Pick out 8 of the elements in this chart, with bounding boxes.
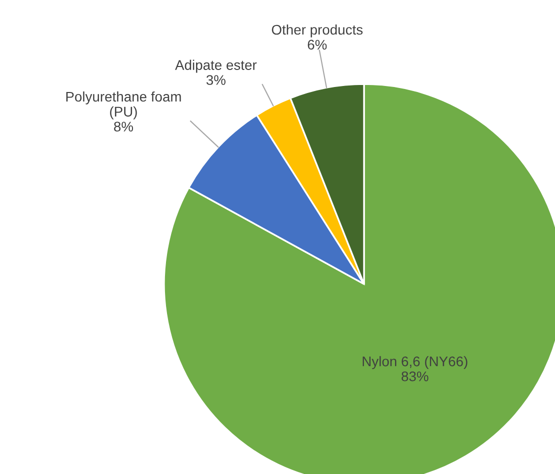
slice-label: Adipate ester <box>175 60 257 73</box>
data-label: 3% <box>206 75 226 85</box>
data-label: 83% <box>402 371 428 382</box>
data-label: 8% <box>114 122 134 132</box>
slice-label: Nylon 6,6 (NY66) <box>362 356 468 370</box>
slice-label: Polyurethane foam (PU) <box>66 91 181 120</box>
slice-label: Other products <box>272 24 363 38</box>
data-label: 6% <box>308 40 327 50</box>
